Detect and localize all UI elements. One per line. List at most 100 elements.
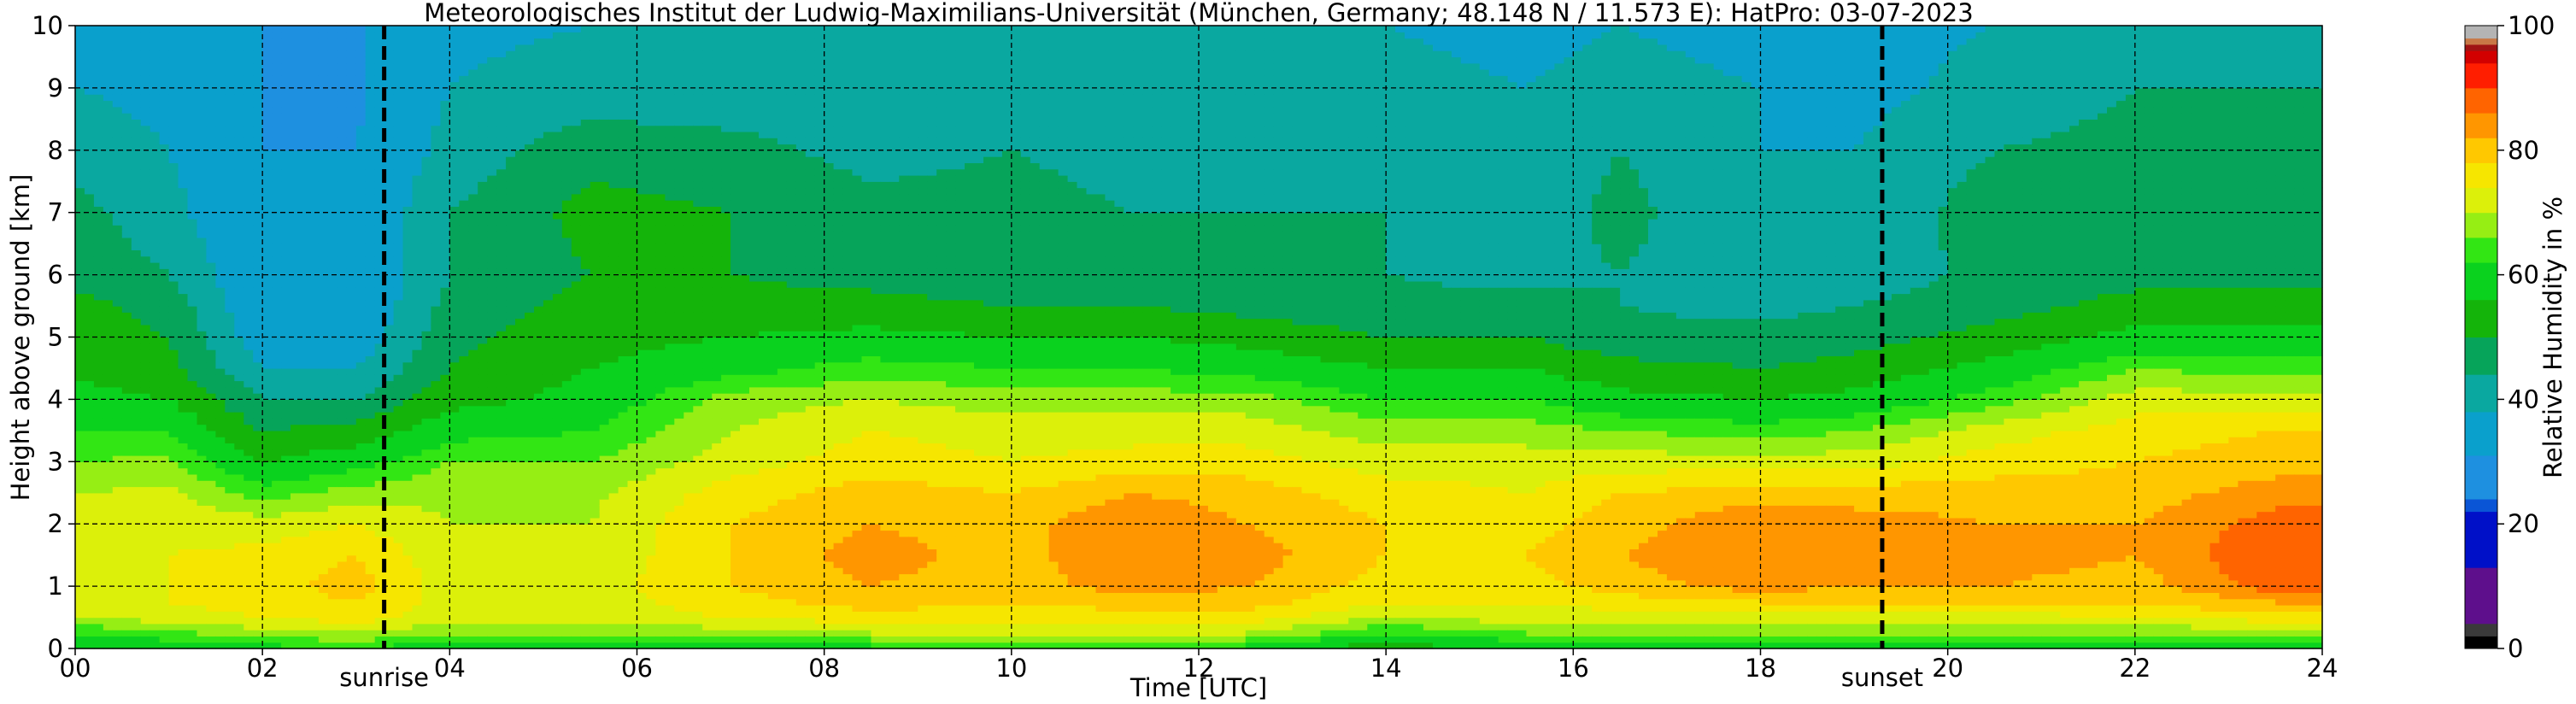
heatmap-cell xyxy=(75,536,85,543)
heatmap-cell xyxy=(478,567,488,575)
heatmap-cell xyxy=(112,324,123,331)
heatmap-cell xyxy=(112,100,123,108)
heatmap-cell xyxy=(478,193,488,201)
heatmap-cell xyxy=(131,517,142,525)
heatmap-cell xyxy=(140,567,151,575)
heatmap-cell xyxy=(178,343,189,350)
heatmap-cell xyxy=(309,380,320,388)
heatmap-cell xyxy=(468,386,478,394)
heatmap-cell xyxy=(272,517,282,525)
heatmap-cell xyxy=(487,499,497,506)
heatmap-cell xyxy=(187,38,198,45)
heatmap-cell xyxy=(346,106,357,114)
heatmap-cell xyxy=(421,530,432,537)
heatmap-cell xyxy=(206,480,216,488)
heatmap-cell xyxy=(234,567,244,575)
heatmap-cell xyxy=(103,586,114,593)
heatmap-cell xyxy=(131,287,142,295)
heatmap-cell xyxy=(402,280,414,288)
heatmap-cell xyxy=(337,343,348,350)
heatmap-cell xyxy=(300,623,310,631)
heatmap-cell xyxy=(365,274,376,282)
heatmap-cell xyxy=(431,181,441,189)
heatmap-cell xyxy=(374,499,385,506)
heatmap-cell xyxy=(262,598,273,606)
heatmap-cell xyxy=(402,642,414,649)
heatmap-cell xyxy=(337,32,348,39)
heatmap-cell xyxy=(131,492,142,500)
heatmap-cell xyxy=(515,455,525,462)
heatmap-cell xyxy=(85,75,95,83)
heatmap-cell xyxy=(449,374,460,382)
heatmap-cell xyxy=(93,536,104,543)
heatmap-cell xyxy=(140,100,151,108)
heatmap-cell xyxy=(215,605,226,612)
heatmap-cell xyxy=(459,405,469,413)
heatmap-cell xyxy=(300,75,310,83)
heatmap-cell xyxy=(355,231,367,238)
heatmap-cell xyxy=(365,100,376,108)
heatmap-cell xyxy=(244,237,254,244)
heatmap-cell xyxy=(318,200,329,207)
heatmap-cell xyxy=(431,499,441,506)
heatmap-cell xyxy=(327,517,338,525)
heatmap-cell xyxy=(187,486,198,494)
heatmap-cell xyxy=(112,243,123,250)
heatmap-cell xyxy=(300,367,310,375)
heatmap-cell xyxy=(244,473,254,481)
heatmap-cell xyxy=(262,331,273,338)
heatmap-cell xyxy=(140,393,151,400)
heatmap-cell xyxy=(374,386,385,394)
heatmap-cell xyxy=(168,473,179,481)
heatmap-cell xyxy=(496,81,507,89)
heatmap-cell xyxy=(281,630,291,637)
heatmap-cell xyxy=(253,187,263,195)
heatmap-cell xyxy=(253,162,263,170)
heatmap-cell xyxy=(346,554,357,562)
heatmap-cell xyxy=(121,156,132,163)
heatmap-cell xyxy=(197,437,208,443)
heatmap-cell xyxy=(515,249,525,257)
heatmap-cell xyxy=(187,467,198,475)
heatmap-cell xyxy=(215,181,226,189)
heatmap-cell xyxy=(262,75,273,83)
heatmap-cell xyxy=(459,467,469,475)
heatmap-cell xyxy=(515,318,525,326)
heatmap-cell xyxy=(337,492,348,500)
heatmap-cell xyxy=(318,69,329,76)
heatmap-cell xyxy=(534,156,544,163)
heatmap-cell xyxy=(374,374,385,382)
heatmap-cell xyxy=(112,75,123,83)
heatmap-cell xyxy=(384,374,395,382)
heatmap-cell xyxy=(478,237,488,244)
heatmap-cell xyxy=(412,94,423,102)
heatmap-cell xyxy=(93,131,104,138)
heatmap-cell xyxy=(300,386,310,394)
heatmap-cell xyxy=(225,243,235,250)
heatmap-cell xyxy=(140,106,151,114)
heatmap-cell xyxy=(290,231,301,238)
heatmap-cell xyxy=(168,212,179,220)
heatmap-cell xyxy=(140,268,151,276)
heatmap-cell xyxy=(449,418,460,425)
heatmap-cell xyxy=(93,455,104,462)
heatmap-cell xyxy=(253,268,263,276)
heatmap-cell xyxy=(206,499,216,506)
heatmap-cell xyxy=(515,511,525,519)
heatmap-cell xyxy=(272,193,282,201)
heatmap-cell xyxy=(225,94,235,102)
heatmap-cell xyxy=(525,206,535,214)
heatmap-cell xyxy=(496,219,507,226)
heatmap-cell xyxy=(525,94,535,102)
heatmap-cell xyxy=(121,642,132,649)
heatmap-cell xyxy=(449,592,460,600)
heatmap-cell xyxy=(215,611,226,619)
heatmap-cell xyxy=(300,343,310,350)
heatmap-cell xyxy=(496,536,507,543)
heatmap-cell xyxy=(187,56,198,64)
heatmap-cell xyxy=(103,225,114,232)
heatmap-cell xyxy=(103,560,114,568)
heatmap-cell xyxy=(178,131,189,138)
heatmap-cell xyxy=(75,605,85,612)
heatmap-cell xyxy=(440,237,450,244)
